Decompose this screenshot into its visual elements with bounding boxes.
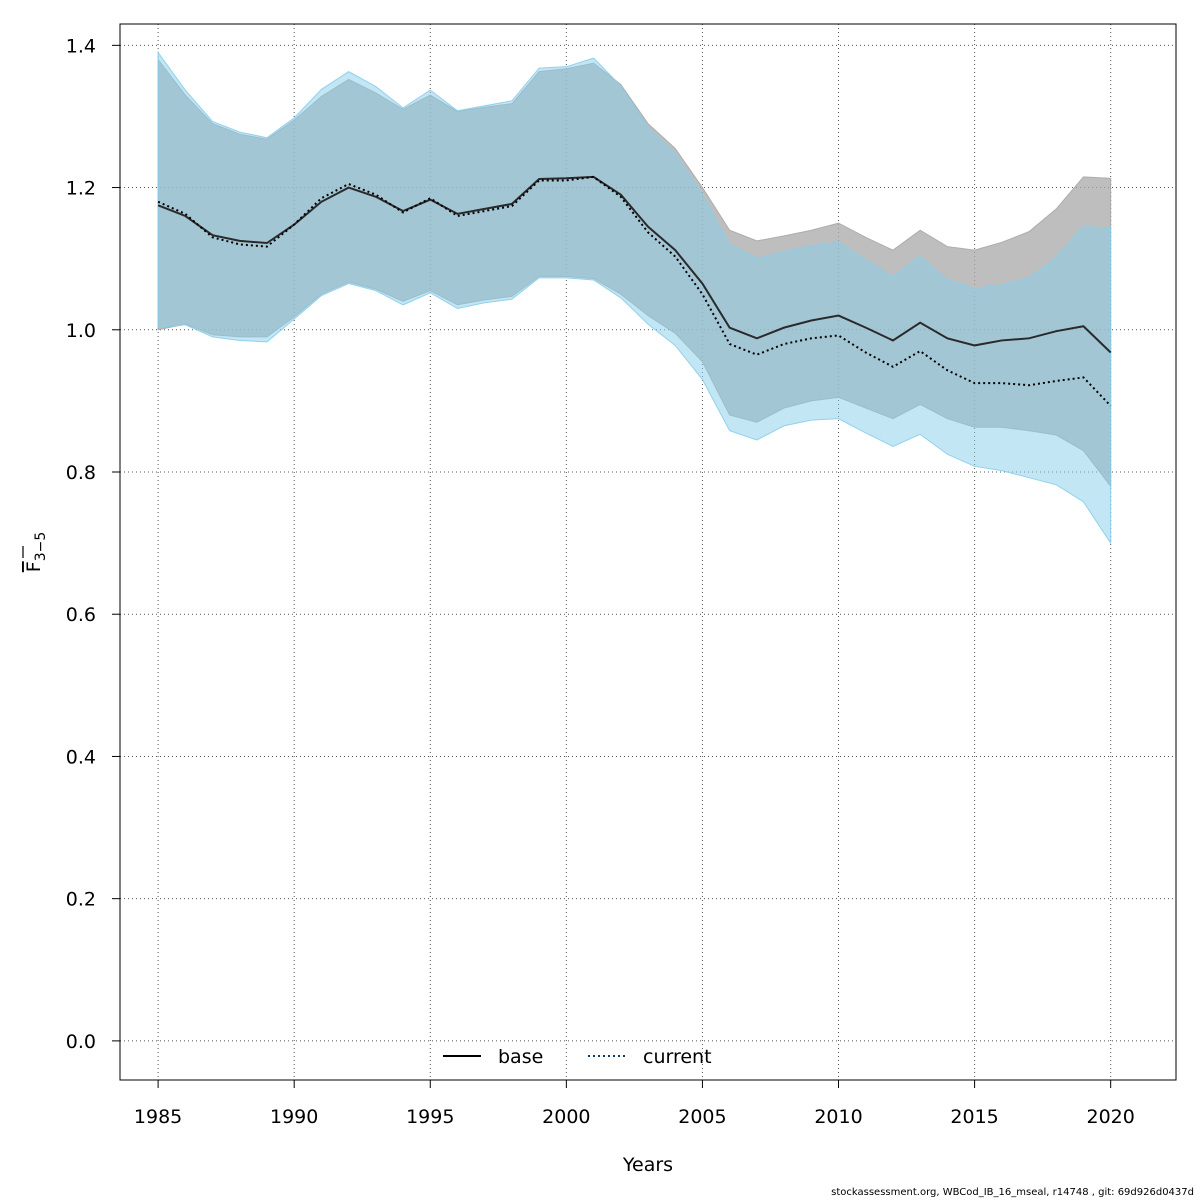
x-tick-label: 1985 bbox=[134, 1106, 182, 1128]
x-axis-title: Years bbox=[622, 1154, 673, 1176]
y-tick-label: 1.0 bbox=[66, 320, 96, 342]
confidence-bands bbox=[157, 50, 1112, 545]
y-tick-label: 1.4 bbox=[66, 35, 96, 57]
x-tick-label: 2005 bbox=[678, 1106, 726, 1128]
legend: base current bbox=[443, 1046, 712, 1068]
legend-label-current: current bbox=[643, 1046, 712, 1068]
legend-label-base: base bbox=[498, 1046, 543, 1068]
x-tick-label: 1990 bbox=[270, 1106, 318, 1128]
y-axis: 0.0 0.2 0.4 0.6 0.8 1.0 1.2 1.4 bbox=[66, 35, 121, 1053]
y-tick-label: 0.0 bbox=[66, 1031, 96, 1053]
x-tick-label: 2010 bbox=[814, 1106, 862, 1128]
y-axis-title-text: F3−5 bbox=[23, 532, 49, 572]
y-tick-label: 0.6 bbox=[66, 604, 96, 626]
confidence-band-current bbox=[157, 50, 1112, 545]
x-axis: 1985 1990 1995 2000 2005 2010 2015 2020 bbox=[134, 1079, 1135, 1128]
y-axis-title-sub: 3−5 bbox=[33, 532, 49, 562]
y-tick-label: 0.2 bbox=[66, 889, 96, 911]
y-tick-label: 0.4 bbox=[66, 746, 96, 768]
series-line-base bbox=[157, 175, 1112, 354]
series-line-current bbox=[157, 175, 1112, 407]
x-tick-label: 2015 bbox=[950, 1106, 998, 1128]
y-tick-label: 1.2 bbox=[66, 178, 96, 200]
x-tick-label: 1995 bbox=[406, 1106, 454, 1128]
x-tick-label: 2000 bbox=[542, 1106, 590, 1128]
y-axis-title-main: F bbox=[23, 561, 45, 572]
x-tick-label: 2020 bbox=[1087, 1106, 1135, 1128]
footer-note: stockassessment.org, WBCod_IB_16_mseal, … bbox=[831, 1187, 1194, 1198]
y-tick-label: 0.8 bbox=[66, 462, 96, 484]
y-axis-title: F3−5 bbox=[22, 532, 49, 572]
series-lines bbox=[157, 175, 1112, 407]
